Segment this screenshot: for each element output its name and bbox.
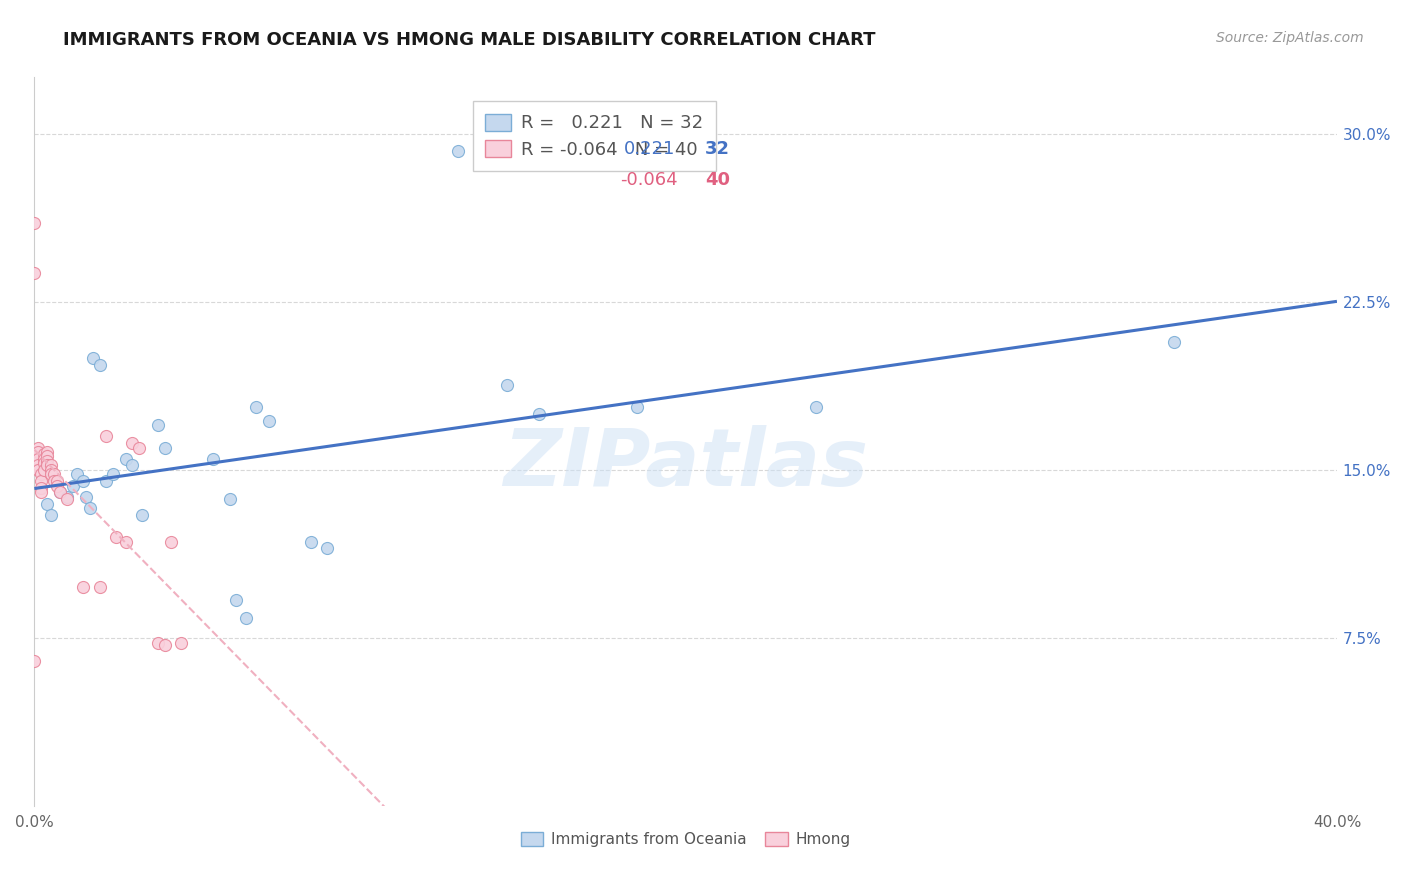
Point: [32, 447, 55, 461]
Point: [104, 530, 127, 544]
Point: [495, 377, 517, 392]
Point: [170, 635, 193, 649]
Point: [121, 436, 143, 450]
Point: [30, 474, 52, 488]
Point: [153, 638, 176, 652]
Point: [316, 541, 339, 556]
Point: [245, 400, 267, 414]
Point: [27, 445, 49, 459]
Point: [37, 450, 59, 464]
Point: [218, 492, 240, 507]
Point: [42, 474, 65, 488]
Point: [114, 534, 136, 549]
Text: ZIPatlas: ZIPatlas: [503, 425, 868, 503]
Point: [27, 463, 49, 477]
Point: [160, 534, 183, 549]
Point: [42, 467, 65, 482]
Point: [30, 485, 52, 500]
Point: [46, 478, 69, 492]
Point: [89, 580, 111, 594]
Text: 32: 32: [704, 140, 730, 159]
Point: [56, 492, 79, 507]
Point: [76, 490, 98, 504]
Point: [39, 467, 62, 482]
Point: [22, 266, 45, 280]
Text: 0.221: 0.221: [623, 140, 675, 159]
Point: [72, 580, 94, 594]
Point: [22, 654, 45, 668]
Point: [94, 429, 117, 443]
Point: [131, 508, 153, 522]
Point: [225, 593, 247, 607]
Point: [1163, 335, 1185, 350]
Point: [146, 635, 169, 649]
Point: [146, 418, 169, 433]
Legend: Immigrants from Oceania, Hmong: Immigrants from Oceania, Hmong: [515, 826, 856, 854]
Point: [39, 458, 62, 473]
Point: [49, 485, 72, 500]
Point: [37, 497, 59, 511]
Point: [235, 611, 257, 625]
Point: [46, 474, 69, 488]
Point: [72, 474, 94, 488]
Point: [32, 456, 55, 470]
Point: [27, 458, 49, 473]
Point: [37, 458, 59, 473]
Point: [39, 508, 62, 522]
Point: [128, 441, 150, 455]
Point: [94, 474, 117, 488]
Point: [22, 216, 45, 230]
Point: [153, 441, 176, 455]
Point: [37, 454, 59, 468]
Point: [89, 358, 111, 372]
Point: [32, 451, 55, 466]
Point: [30, 481, 52, 495]
Point: [30, 467, 52, 482]
Point: [101, 467, 124, 482]
Point: [447, 145, 470, 159]
Point: [202, 451, 225, 466]
Text: -0.064: -0.064: [620, 171, 678, 189]
Point: [66, 467, 89, 482]
Point: [804, 400, 827, 414]
Point: [49, 485, 72, 500]
Point: [79, 501, 101, 516]
Point: [257, 414, 280, 428]
Point: [626, 400, 648, 414]
Text: 40: 40: [704, 171, 730, 189]
Point: [527, 407, 550, 421]
Point: [299, 534, 322, 549]
Point: [39, 463, 62, 477]
Point: [114, 451, 136, 466]
Text: IMMIGRANTS FROM OCEANIA VS HMONG MALE DISABILITY CORRELATION CHART: IMMIGRANTS FROM OCEANIA VS HMONG MALE DI…: [63, 31, 876, 49]
Point: [37, 445, 59, 459]
Point: [121, 458, 143, 473]
Text: Source: ZipAtlas.com: Source: ZipAtlas.com: [1216, 31, 1364, 45]
Point: [27, 451, 49, 466]
Point: [27, 441, 49, 455]
Point: [56, 490, 79, 504]
Point: [32, 463, 55, 477]
Point: [82, 351, 104, 365]
Point: [62, 478, 84, 492]
